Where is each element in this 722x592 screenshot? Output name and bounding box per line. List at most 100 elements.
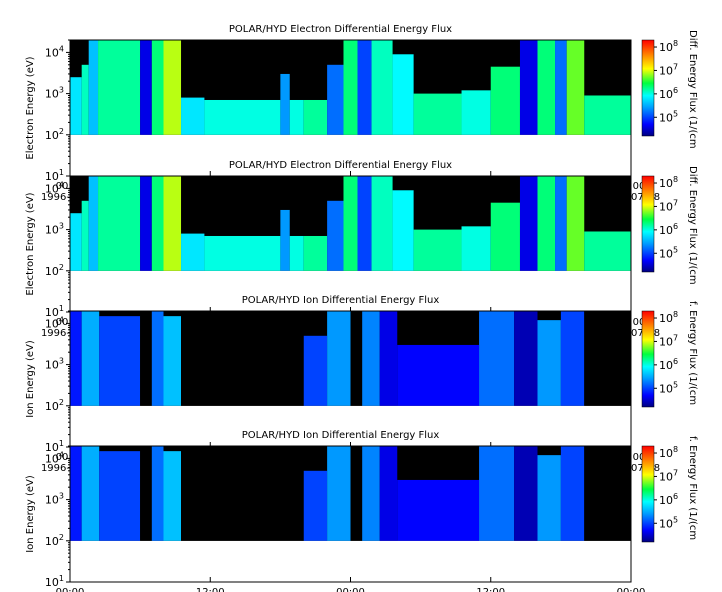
y-axis-label: Ion Energy (eV) bbox=[25, 340, 36, 418]
flux-cell bbox=[70, 77, 82, 135]
colorbar-tick-label: 108 bbox=[659, 445, 678, 460]
panel-title: POLAR/HYD Ion Differential Energy Flux bbox=[242, 295, 440, 306]
flux-cell bbox=[461, 226, 491, 271]
y-tick-label: 102 bbox=[45, 127, 64, 142]
y-tick-label: 101 bbox=[45, 168, 64, 183]
flux-cell bbox=[584, 311, 631, 406]
x-tick-time: 00:00 bbox=[56, 587, 85, 592]
y-tick-label: 102 bbox=[45, 263, 64, 278]
flux-cell bbox=[181, 97, 205, 135]
colorbar bbox=[641, 445, 655, 543]
flux-cell bbox=[327, 64, 344, 135]
flux-cell bbox=[88, 176, 99, 271]
flux-cell bbox=[81, 311, 100, 406]
flux-cell bbox=[371, 40, 393, 135]
flux-cell bbox=[490, 66, 520, 135]
flux-cell bbox=[163, 451, 182, 541]
colorbar-label: f. Energy Flux (1/(cm bbox=[687, 436, 698, 540]
flux-cell bbox=[566, 40, 585, 135]
flux-cell bbox=[362, 446, 380, 541]
flux-cell bbox=[560, 446, 585, 541]
flux-cell bbox=[289, 99, 304, 135]
flux-cell bbox=[555, 176, 567, 271]
flux-cell bbox=[70, 213, 82, 271]
colorbar-label: Diff. Energy Flux (1/(cm bbox=[687, 30, 698, 149]
y-tick-label: 103 bbox=[45, 492, 64, 507]
flux-cell bbox=[303, 470, 328, 541]
flux-cell bbox=[357, 176, 372, 271]
flux-cell bbox=[140, 446, 152, 541]
flux-cell bbox=[163, 176, 182, 271]
y-axis-label: Electron Energy (eV) bbox=[25, 192, 36, 295]
flux-cell bbox=[537, 176, 556, 271]
colorbar-tick-label: 105 bbox=[659, 380, 678, 395]
flux-cell bbox=[163, 316, 182, 406]
flux-cell bbox=[280, 73, 290, 135]
flux-cell bbox=[163, 40, 182, 135]
x-tick-time: 00:00 bbox=[336, 587, 365, 592]
colorbar-tick-label: 105 bbox=[659, 515, 678, 530]
panel-2: POLAR/HYD Electron Differential Energy F… bbox=[25, 160, 698, 339]
y-tick-label: 101 bbox=[45, 439, 64, 454]
y-axis-label: Electron Energy (eV) bbox=[25, 56, 36, 159]
panel-title: POLAR/HYD Electron Differential Energy F… bbox=[229, 160, 452, 171]
flux-cell bbox=[140, 311, 152, 406]
panel-title: POLAR/HYD Ion Differential Energy Flux bbox=[242, 430, 440, 441]
colorbar-tick-label: 106 bbox=[659, 492, 678, 507]
flux-cell bbox=[289, 235, 304, 271]
flux-cell bbox=[204, 99, 281, 135]
flux-cell bbox=[70, 311, 82, 406]
flux-cell bbox=[303, 235, 328, 271]
flux-cell bbox=[584, 95, 631, 135]
flux-cell bbox=[99, 316, 141, 406]
colorbar-tick-label: 106 bbox=[659, 86, 678, 101]
flux-cell bbox=[81, 446, 100, 541]
colorbar-label: f. Energy Flux (1/(cm bbox=[687, 301, 698, 405]
colorbar bbox=[641, 310, 655, 408]
flux-cell bbox=[81, 200, 89, 271]
flux-cell bbox=[537, 40, 556, 135]
x-tick-time: 12:00 bbox=[196, 587, 225, 592]
flux-cell bbox=[371, 176, 393, 271]
x-tick-time: 12:00 bbox=[476, 587, 505, 592]
panel-title: POLAR/HYD Electron Differential Energy F… bbox=[229, 24, 452, 35]
flux-cell bbox=[392, 190, 414, 271]
flux-cell bbox=[379, 446, 398, 541]
flux-cell bbox=[490, 202, 520, 271]
y-tick-label: 102 bbox=[45, 533, 64, 548]
flux-cell bbox=[397, 344, 480, 406]
flux-cell bbox=[350, 446, 363, 541]
colorbar bbox=[641, 175, 655, 273]
colorbar-tick-label: 108 bbox=[659, 39, 678, 54]
flux-cell bbox=[151, 446, 164, 541]
panel-4: POLAR/HYD Ion Differential Energy Flux 10… bbox=[25, 430, 698, 592]
flux-cell bbox=[181, 233, 205, 271]
flux-cell bbox=[98, 176, 141, 271]
flux-cell bbox=[151, 176, 164, 271]
flux-cell bbox=[514, 311, 538, 406]
flux-cell bbox=[98, 40, 141, 135]
y-tick-label: 104 bbox=[45, 315, 64, 330]
flux-cell bbox=[357, 40, 372, 135]
flux-cell bbox=[566, 176, 585, 271]
colorbar-tick-label: 105 bbox=[659, 245, 678, 260]
colorbar-tick-label: 107 bbox=[659, 198, 678, 213]
flux-cell bbox=[181, 311, 304, 406]
flux-cell bbox=[519, 176, 538, 271]
y-tick-label: 104 bbox=[45, 450, 64, 465]
y-tick-label: 101 bbox=[45, 304, 64, 319]
flux-cell bbox=[413, 229, 462, 271]
colorbar-tick-label: 108 bbox=[659, 175, 678, 190]
flux-cell bbox=[519, 40, 538, 135]
flux-cell bbox=[327, 311, 351, 406]
flux-cell bbox=[479, 446, 515, 541]
flux-cell bbox=[560, 311, 585, 406]
flux-cell bbox=[555, 40, 567, 135]
flux-cell bbox=[327, 200, 344, 271]
flux-cell bbox=[537, 455, 561, 541]
flux-cell bbox=[280, 209, 290, 271]
colorbar-label: Diff. Energy Flux (1/(cm bbox=[687, 166, 698, 285]
flux-cell bbox=[379, 311, 398, 406]
flux-cell bbox=[151, 40, 164, 135]
